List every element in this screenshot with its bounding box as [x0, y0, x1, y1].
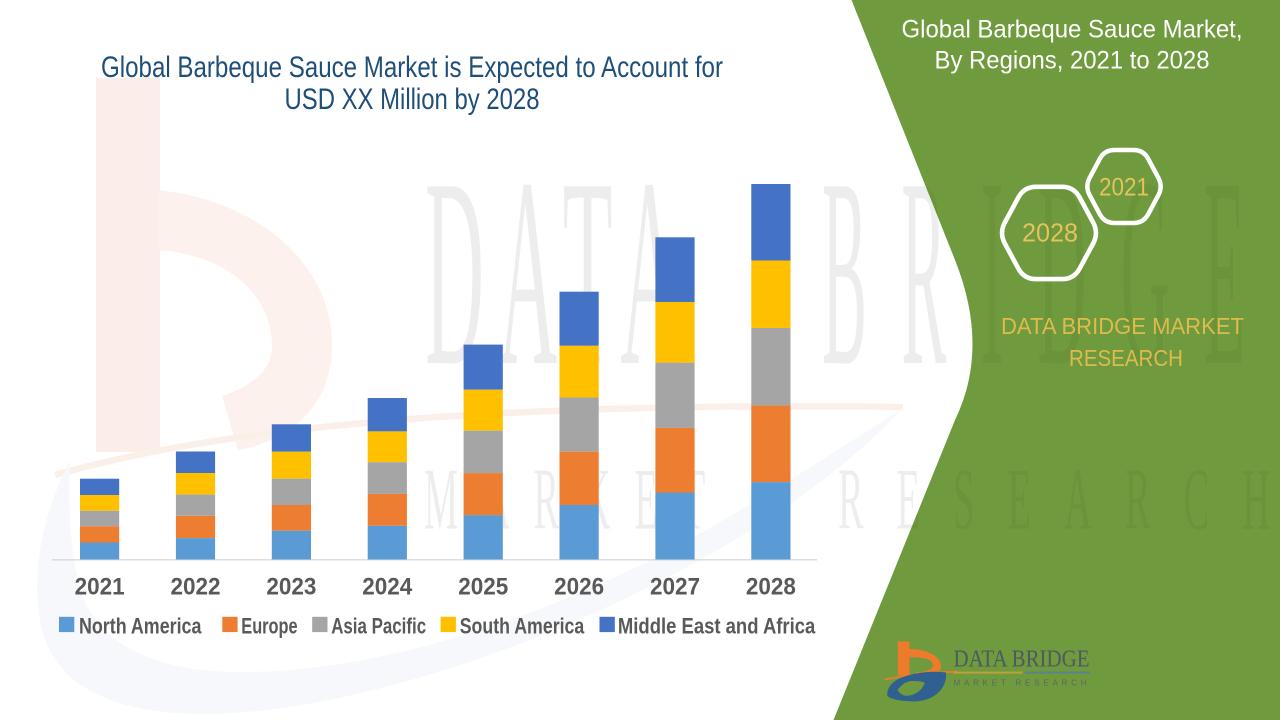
svg-text:Europe: Europe: [241, 614, 297, 639]
svg-text:2025: 2025: [458, 574, 508, 601]
svg-text:Global Barbeque Sauce Market i: Global Barbeque Sauce Market is Expected…: [101, 51, 723, 84]
svg-text:Global Barbeque Sauce Market,: Global Barbeque Sauce Market,: [902, 16, 1243, 44]
svg-text:USD XX Million by 2028: USD XX Million by 2028: [285, 83, 540, 116]
svg-text:2028: 2028: [1022, 217, 1078, 247]
svg-text:Middle East and Africa: Middle East and Africa: [618, 614, 816, 639]
svg-text:North America: North America: [79, 614, 202, 639]
svg-text:2021: 2021: [75, 574, 125, 601]
svg-text:2026: 2026: [554, 574, 604, 601]
svg-text:Asia Pacific: Asia Pacific: [331, 614, 426, 639]
svg-text:MARKET RESEARCH: MARKET RESEARCH: [954, 679, 1087, 688]
svg-text:By Regions, 2021 to 2028: By Regions, 2021 to 2028: [935, 46, 1210, 74]
svg-text:2021: 2021: [1099, 173, 1149, 201]
svg-text:RESEARCH: RESEARCH: [1069, 345, 1183, 371]
svg-text:DATA BRIDGE: DATA BRIDGE: [954, 647, 1090, 673]
svg-text:2027: 2027: [650, 574, 700, 601]
svg-text:South America: South America: [460, 614, 585, 639]
svg-text:2023: 2023: [266, 574, 316, 601]
svg-text:2028: 2028: [746, 574, 796, 601]
svg-text:DATA BRIDGE MARKET: DATA BRIDGE MARKET: [1001, 313, 1244, 339]
svg-text:2022: 2022: [171, 574, 221, 601]
svg-text:2024: 2024: [362, 574, 413, 601]
